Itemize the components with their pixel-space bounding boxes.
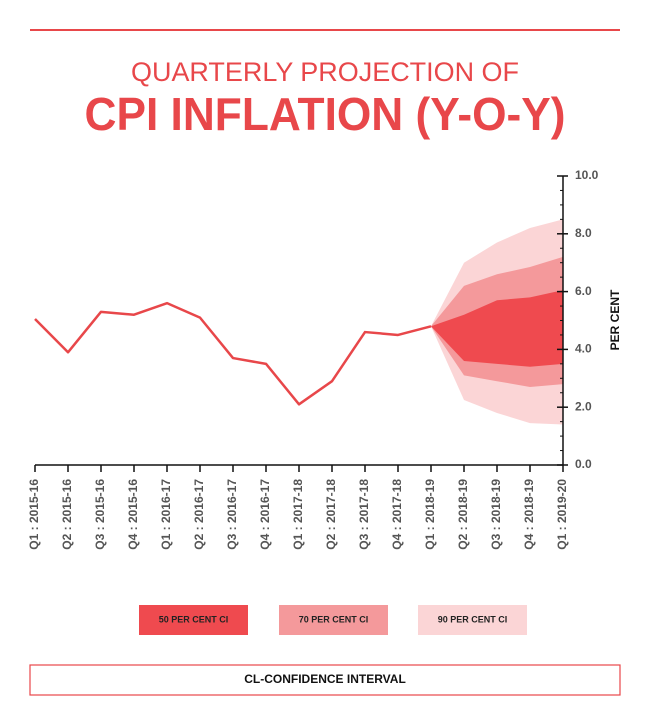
legend-label: 70 PER CENT CI [299,614,369,624]
footer-box [29,664,621,696]
x-tick-label: Q1 : 2016-17 [159,479,173,550]
ci-band [431,290,563,367]
x-tick-label: Q1 : 2019-20 [555,479,569,550]
legend-swatch [418,605,527,635]
y-tick-label: 6.0 [575,284,592,298]
x-tick-label: Q1 : 2017-18 [291,479,305,550]
x-tick-label: Q2 : 2016-17 [192,479,206,550]
legend-swatch [139,605,248,635]
y-tick-label: 4.0 [575,342,592,356]
x-tick-label: Q2 : 2017-18 [324,479,338,550]
y-tick-label: 10.0 [575,168,599,182]
x-tick-label: Q3 : 2017-18 [357,479,371,550]
legend-label: 50 PER CENT CI [159,614,229,624]
x-tick-label: Q4 : 2015-16 [126,479,140,550]
x-tick-label: Q2 : 2015-16 [60,479,74,550]
y-tick-label: 0.0 [575,457,592,471]
legend-swatch [279,605,388,635]
cpi-line [34,301,432,406]
y-axis-label: PER CENT [608,289,622,350]
x-tick-label: Q3 : 2015-16 [93,479,107,550]
x-tick-label: Q1 : 2015-16 [27,479,41,550]
x-tick-label: Q1 : 2018-19 [423,479,437,550]
footer-text: CL-CONFIDENCE INTERVAL [244,672,406,686]
x-tick-label: Q4 : 2017-18 [390,479,404,550]
y-tick-label: 2.0 [575,399,592,413]
legend-label: 90 PER CENT CI [438,614,508,624]
x-tick-label: Q4 : 2016-17 [258,479,272,550]
x-tick-label: Q2 : 2018-19 [456,479,470,550]
x-tick-label: Q3 : 2016-17 [225,479,239,550]
chart-title: QUARTERLY PROJECTION OF [131,57,519,87]
chart-subtitle: CPI INFLATION (Y-O-Y) [85,88,566,140]
x-tick-label: Q4 : 2018-19 [522,479,536,550]
x-tick-label: Q3 : 2018-19 [489,479,503,550]
y-tick-label: 8.0 [575,226,592,240]
